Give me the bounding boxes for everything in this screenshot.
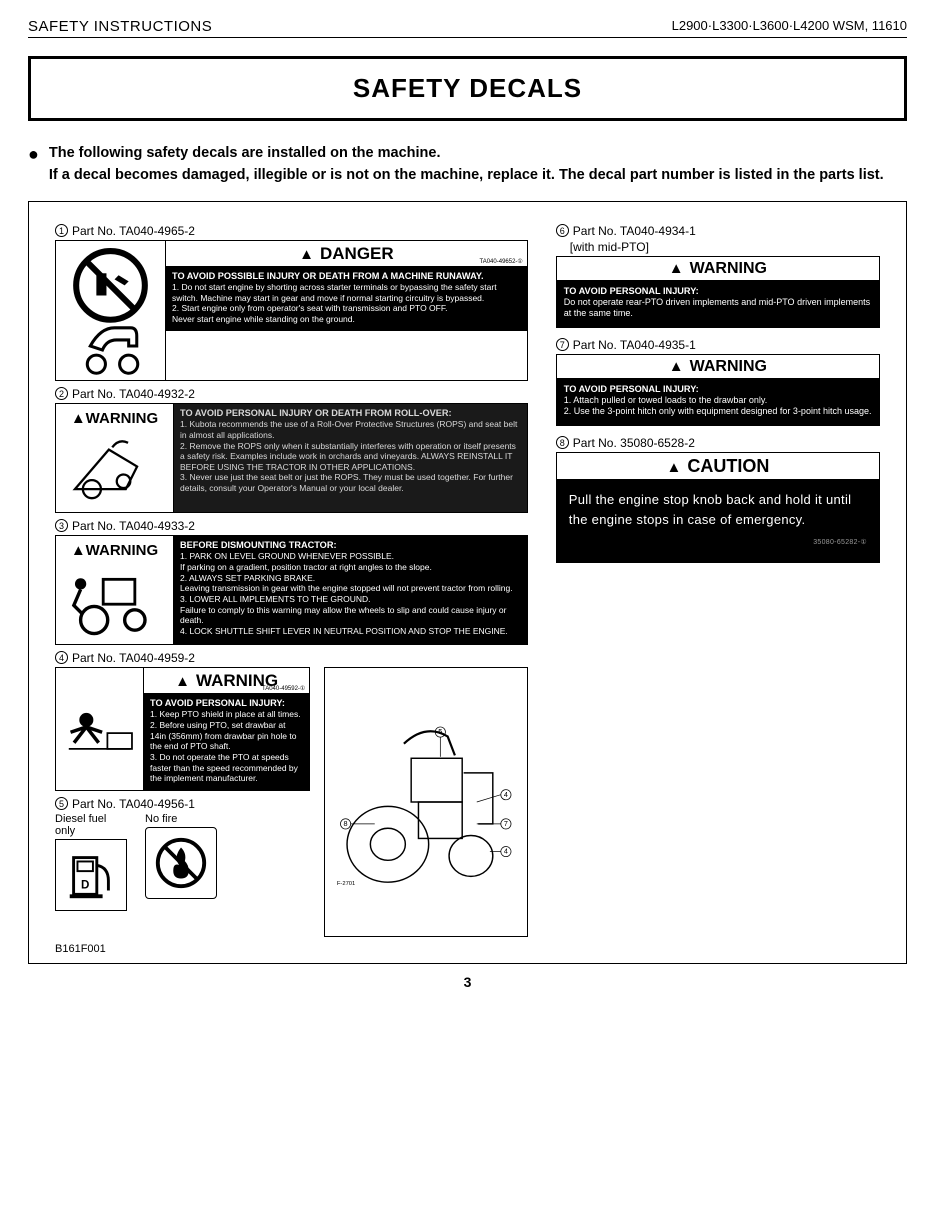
intro-line2: If a decal becomes damaged, illegible or… [49, 165, 884, 187]
decal-1-header: ▲DANGERTA040-49652-① [166, 241, 527, 267]
decal-8-header: ▲CAUTION [557, 453, 879, 480]
svg-text:D: D [81, 878, 89, 891]
decal-2: ▲WARNING TO AVOID PERSONAL INJURY OR DEA… [55, 403, 528, 513]
right-column: 6Part No. TA040-4934-1 [with mid-PTO] ▲W… [556, 220, 880, 937]
svg-text:4: 4 [504, 790, 508, 799]
decal-8-text: Pull the engine stop knob back and hold … [557, 480, 879, 563]
part-label-4: 4Part No. TA040-4959-2 [55, 651, 528, 665]
pto-pictogram-icon [56, 668, 144, 790]
decal-4-text: TO AVOID PERSONAL INJURY: 1. Keep PTO sh… [144, 694, 309, 790]
intro-block: ● The following safety decals are instal… [28, 143, 907, 187]
decal-4-header: ▲WARNINGTA040-49592-① [144, 668, 309, 694]
page-number: 3 [28, 974, 907, 990]
left-column: 1Part No. TA040-4965-2 ▲DANGERTA040-4965… [55, 220, 528, 937]
decal-2-header: ▲WARNING [56, 404, 174, 512]
diesel-pump-icon: D [55, 839, 127, 911]
intro-text: The following safety decals are installe… [49, 143, 884, 187]
decal-3-header: ▲WARNING [56, 536, 174, 644]
decal-2-text: TO AVOID PERSONAL INJURY OR DEATH FROM R… [174, 404, 527, 512]
header-left: SAFETY INSTRUCTIONS [28, 18, 212, 35]
part-label-7: 7Part No. TA040-4935-1 [556, 338, 880, 352]
header-right: L2900·L3300·L3600·L4200 WSM, 11610 [672, 18, 907, 35]
decals-frame: 1Part No. TA040-4965-2 ▲DANGERTA040-4965… [28, 201, 907, 964]
bullet-icon: ● [28, 143, 39, 187]
part-label-8: 8Part No. 35080-6528-2 [556, 436, 880, 450]
page-title: SAFETY DECALS [28, 56, 907, 121]
tractor-diagram: 8 5 4 7 4 F-2701 [324, 667, 528, 937]
tractor-fig-code: F-2701 [337, 881, 355, 887]
figure-number: B161F001 [55, 943, 880, 955]
dismount-pictogram-icon [58, 559, 171, 638]
svg-text:7: 7 [504, 819, 508, 828]
part-label-5: 5Part No. TA040-4956-1 [55, 797, 310, 811]
decal-7-header: ▲WARNING [557, 355, 879, 379]
decal-3-text: BEFORE DISMOUNTING TRACTOR: 1. PARK ON L… [174, 536, 527, 644]
decal-4: ▲WARNINGTA040-49592-① TO AVOID PERSONAL … [55, 667, 310, 791]
part-sub-6: [with mid-PTO] [570, 240, 880, 254]
page-header: SAFETY INSTRUCTIONS L2900·L3300·L3600·L4… [28, 18, 907, 38]
decal-1: ▲DANGERTA040-49652-① TO AVOID POSSIBLE I… [55, 240, 528, 381]
decal-3: ▲WARNING BEFORE DISMOUNTING TRACTOR: 1. … [55, 535, 528, 645]
decal-5: Diesel fuel only D [55, 813, 310, 911]
intro-line1: The following safety decals are installe… [49, 143, 884, 165]
decal-7-text: TO AVOID PERSONAL INJURY: 1. Attach pull… [557, 379, 879, 425]
svg-text:8: 8 [344, 819, 348, 828]
decal-7: ▲WARNING TO AVOID PERSONAL INJURY: 1. At… [556, 354, 880, 426]
decal-8: ▲CAUTION Pull the engine stop knob back … [556, 452, 880, 564]
diesel-label: Diesel fuel only [55, 813, 127, 837]
part-label-1: 1Part No. TA040-4965-2 [55, 224, 528, 238]
decal-6: ▲WARNING TO AVOID PERSONAL INJURY: Do no… [556, 256, 880, 328]
decal-1-text: TO AVOID POSSIBLE INJURY OR DEATH FROM A… [166, 267, 527, 331]
svg-text:4: 4 [504, 847, 508, 856]
svg-text:5: 5 [439, 727, 443, 736]
part-label-6: 6Part No. TA040-4934-1 [556, 224, 880, 238]
part-label-2: 2Part No. TA040-4932-2 [55, 387, 528, 401]
no-fire-icon [145, 827, 217, 899]
decal-6-header: ▲WARNING [557, 257, 879, 281]
danger-pictogram-icon [56, 241, 166, 380]
rollover-pictogram-icon [58, 427, 171, 506]
nofire-label: No fire [145, 813, 217, 825]
decal-6-text: TO AVOID PERSONAL INJURY: Do not operate… [557, 281, 879, 327]
part-label-3: 3Part No. TA040-4933-2 [55, 519, 528, 533]
